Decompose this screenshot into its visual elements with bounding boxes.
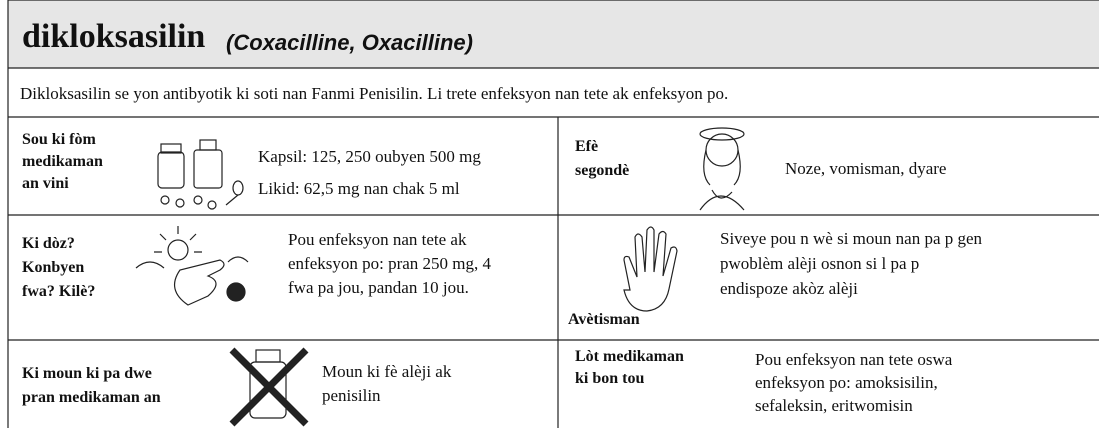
section-label: Avètisman	[568, 311, 640, 328]
section-text-block: Moun ki fè alèji ak penisilin	[322, 360, 451, 408]
section-text: Pou enfeksyon nan tete ak	[288, 230, 467, 249]
section-text-block: Noze, vomisman, dyare	[785, 157, 946, 181]
title: dikloksasilin	[22, 18, 206, 55]
section-text-block: Pou enfeksyon nan tete ak enfeksyon po: p…	[288, 228, 491, 300]
section-text: fwa pa jou, pandan 10 jou.	[288, 278, 469, 297]
section-text: Likid: 62,5 mg nan chak 5 ml	[258, 179, 460, 198]
section-text-block: Pou enfeksyon nan tete oswa enfeksyon po:…	[755, 348, 952, 417]
section-label: Ki moun ki pa dwe	[22, 365, 152, 382]
subtitle: (Coxacilline, Oxacilline)	[226, 30, 473, 55]
description: Dikloksasilin se yon antibyotik ki soti …	[20, 84, 729, 103]
section-text: Pou enfeksyon nan tete oswa	[755, 350, 953, 369]
section-label: Sou ki fòm	[22, 131, 96, 148]
section-text: enfeksyon po: amoksisilin,	[755, 373, 938, 392]
icon-dose	[135, 226, 249, 306]
section-text: sefaleksin, eritwomisin	[755, 396, 913, 415]
section-text: Noze, vomisman, dyare	[785, 159, 947, 178]
section-label: pran medikaman an	[22, 389, 161, 406]
section-label-block: Ki dòz? Konbyen fwa? Kilè?	[22, 232, 95, 304]
section-text: Siveye pou n wè si moun nan pa p gen	[720, 229, 983, 248]
icon-warning	[623, 226, 678, 312]
icon-contraindication	[229, 347, 309, 427]
section-label-block: Ki moun ki pa dwe pran medikaman an	[22, 362, 161, 410]
section-label: an vini	[22, 175, 69, 192]
icon-side-effect	[699, 127, 745, 211]
section-text: penisilin	[322, 386, 381, 405]
section-label: fwa? Kilè?	[22, 283, 96, 300]
section-text-block: Siveye pou n wè si moun nan pa p gen pwob…	[720, 226, 982, 301]
section-label: Efè	[575, 138, 599, 155]
section-label: medikaman	[22, 153, 103, 170]
section-label-block: Avètisman	[568, 309, 640, 331]
section-label-block: Lòt medikaman ki bon tou	[575, 346, 684, 390]
section-label-block: Sou ki fòm medikaman an vini	[22, 129, 103, 195]
section-label-block: Efè segondè	[575, 135, 629, 183]
section-label: Konbyen	[22, 259, 85, 276]
icon-medicine	[157, 139, 244, 210]
section-text: pwoblèm alèji osnon si l pa p	[720, 254, 920, 273]
section-text: Moun ki fè alèji ak	[322, 362, 452, 381]
section-label: Ki dòz?	[22, 235, 75, 252]
section-text: Kapsil: 125, 250 oubyen 500 mg	[258, 147, 481, 166]
section-label: segondè	[575, 162, 630, 179]
section-text: endispoze akòz alèji	[720, 279, 858, 298]
section-text: enfeksyon po: pran 250 mg, 4	[288, 254, 492, 273]
section-text-block: Kapsil: 125, 250 oubyen 500 mg Likid: 62,…	[258, 141, 481, 205]
section-label: ki bon tou	[575, 370, 645, 387]
section-label: Lòt medikaman	[575, 348, 684, 365]
